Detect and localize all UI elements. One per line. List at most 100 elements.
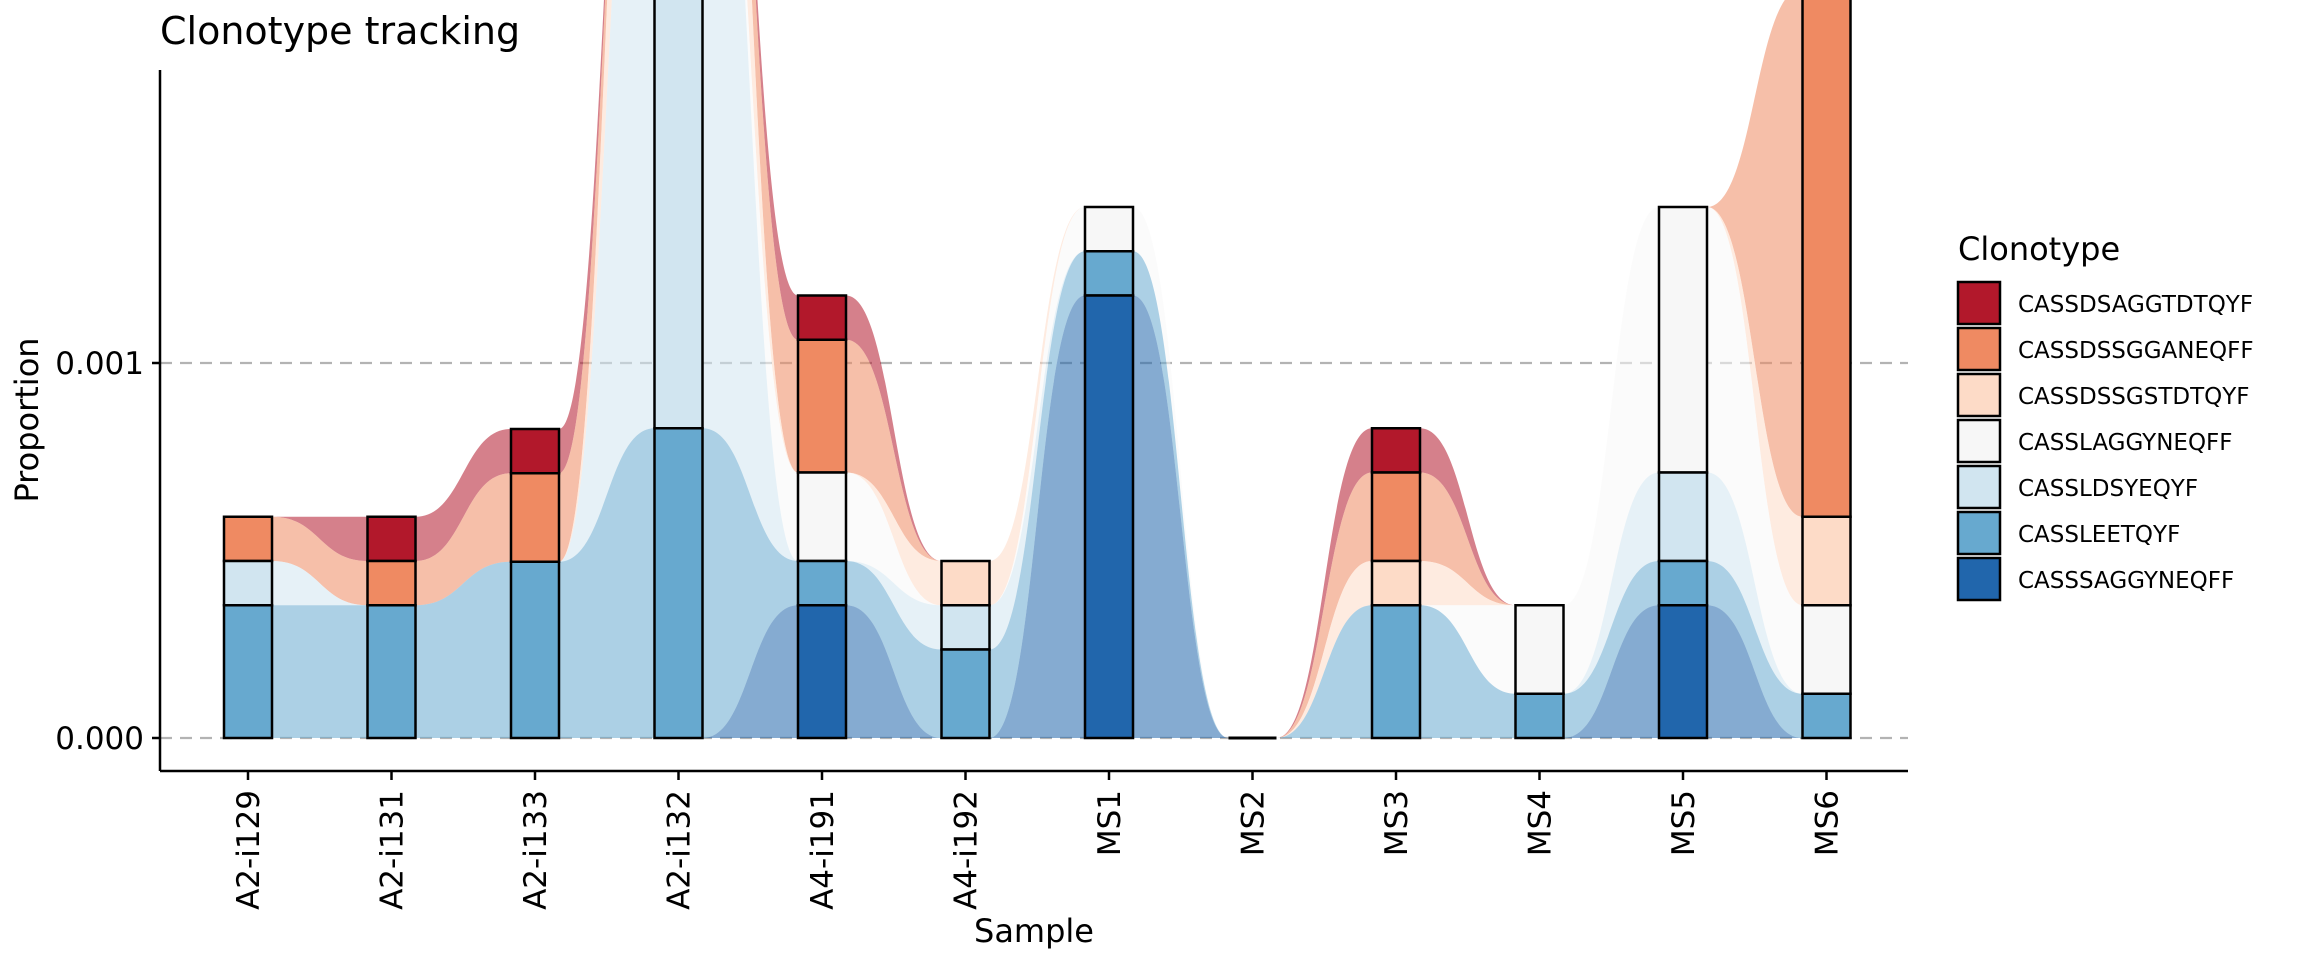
flow-ribbon (415, 561, 511, 738)
bar-segment (1083, 205, 1135, 253)
flow-ribbon (755, 0, 798, 340)
x-tick-label: MS6 (1810, 790, 1846, 856)
x-tick-label: A2-i132 (662, 790, 698, 910)
x-axis-title: Sample (974, 912, 1094, 950)
flow-ribbon (559, 0, 612, 562)
bar-segment (366, 515, 417, 563)
bar-segment (1657, 604, 1709, 740)
x-tick-label: A2-i129 (231, 790, 267, 910)
bar-segment (796, 604, 848, 740)
legend-label: CASSDSSGGANEQFF (2018, 338, 2254, 364)
flow-ribbon (702, 428, 798, 738)
bar-segment (509, 472, 561, 563)
bar-segment (653, 427, 704, 740)
flow-ribbon (745, 0, 798, 561)
flow-ribbon (1563, 207, 1659, 694)
flow-ribbon (1707, 472, 1803, 694)
flow-ribbon (1276, 428, 1372, 738)
bar-segment (940, 648, 991, 740)
flow-ribbon (272, 561, 368, 606)
flow-ribbon (1563, 472, 1659, 694)
chart-title: Clonotype tracking (160, 9, 520, 53)
flow-ribbon (559, 0, 606, 474)
bar-segment (222, 559, 274, 607)
y-tick-label: 0.000 (55, 721, 144, 757)
bar-segment (1657, 559, 1709, 607)
legend-label: CASSDSSGSTDTQYF (2018, 384, 2250, 410)
flow-ribbon (989, 295, 1085, 738)
flow-ribbon (1420, 605, 1516, 738)
bar-segment (1083, 250, 1135, 297)
bar-segment (940, 604, 991, 651)
legend-swatch (1956, 326, 2002, 372)
flow-ribbon (559, 428, 655, 738)
flow-ribbon (1563, 605, 1659, 738)
bar-segment (222, 604, 274, 740)
bar-segment (1370, 427, 1422, 474)
bar-segment (1801, 692, 1852, 740)
flow-ribbon (272, 605, 368, 738)
x-tick-label: A4-i191 (805, 790, 841, 910)
flow-ribbon (702, 0, 798, 561)
flow-ribbon (1420, 428, 1516, 606)
legend-swatch (1956, 464, 2002, 510)
legend-label: CASSLEETQYF (2018, 522, 2180, 548)
flow-ribbon (702, 605, 798, 738)
flow-ribbon (1420, 561, 1516, 606)
legend-swatch (1956, 556, 2002, 602)
flow-layer (272, 0, 1803, 738)
x-tick-label: MS5 (1666, 790, 1702, 856)
bar-segment (366, 604, 417, 740)
legend-label: CASSLAGGYNEQFF (2018, 430, 2233, 456)
flow-ribbon (1133, 207, 1229, 738)
bar-segment (1514, 692, 1565, 740)
legend-items: CASSDSAGGTDTQYF CASSDSSGGANEQFF CASSDSSGST… (1956, 280, 2254, 602)
flow-ribbon (415, 429, 511, 561)
legend-swatch (1956, 510, 2002, 556)
flow-ribbon (1276, 561, 1372, 738)
bar-segment (796, 559, 848, 607)
legend-swatch (1956, 418, 2002, 464)
bar-segment (796, 471, 848, 563)
legend-label: CASSDSAGGTDTQYF (2018, 292, 2253, 318)
flow-ribbon (747, 0, 798, 473)
bar-segment (796, 294, 848, 341)
flow-ribbon (751, 0, 798, 473)
flow-ribbon (989, 207, 1085, 606)
x-tick-label: A2-i133 (518, 790, 554, 910)
flow-ribbon (559, 0, 655, 562)
flow-ribbon (1563, 561, 1659, 738)
bar-segment (1083, 294, 1135, 740)
bar-layer (222, 0, 1852, 740)
flow-ribbon (1420, 472, 1516, 606)
flow-ribbon (846, 605, 942, 738)
x-tick-label: A4-i192 (949, 790, 985, 910)
flow-ribbon (1276, 605, 1372, 738)
bar-segment (366, 559, 417, 607)
flow-ribbon (989, 251, 1085, 738)
flow-ribbon (846, 561, 942, 738)
flow-ribbon (1707, 561, 1803, 738)
x-tick-label: A2-i131 (375, 790, 411, 910)
flow-ribbon (1707, 605, 1803, 738)
flow-ribbon (415, 473, 511, 606)
x-tick-label: MS4 (1523, 790, 1559, 856)
bar-segment (1657, 471, 1709, 563)
y-tick-label: 0.002 (55, 0, 144, 7)
bar-segment (940, 559, 991, 607)
bar-segment (1801, 0, 1852, 518)
flow-ribbon (1707, 0, 1803, 517)
x-tick-label: MS2 (1236, 790, 1272, 856)
bar-segment (509, 427, 561, 475)
flow-ribbon (1133, 295, 1229, 738)
flow-ribbon (1133, 251, 1229, 738)
bar-segment (1370, 604, 1422, 740)
y-axis-title: Proportion (8, 337, 46, 502)
x-ticks: A2-i129 A2-i131 A2-i133 A2-i132 A4-i191 A4-i1… (231, 771, 1846, 910)
legend: Clonotype CASSDSAGGTDTQYF CASSDSSGGANEQFF… (1956, 230, 2254, 602)
bar-segment (222, 515, 274, 563)
bar-segment (1801, 604, 1852, 695)
